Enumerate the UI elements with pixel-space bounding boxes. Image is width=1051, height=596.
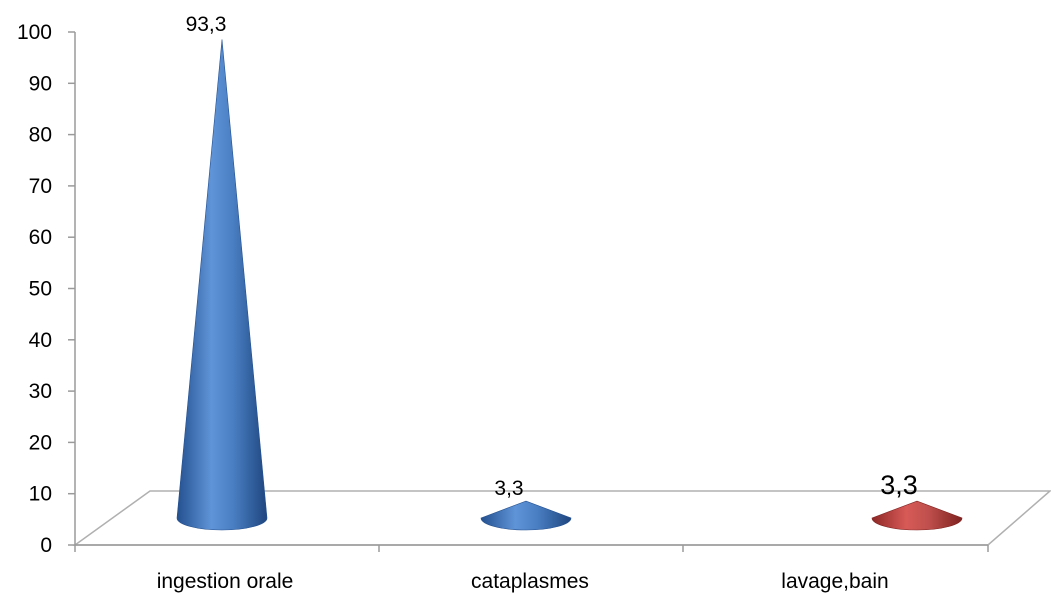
- cone-body: [871, 500, 963, 531]
- cone-body: [176, 39, 268, 531]
- data-label: 3,3: [880, 470, 918, 500]
- data-label: 93,3: [186, 13, 227, 36]
- cone-bar: [176, 39, 268, 531]
- cone-bar: [871, 500, 963, 531]
- category-label: ingestion orale: [157, 570, 294, 593]
- y-tick-label: 50: [29, 278, 52, 301]
- y-tick-label: 0: [40, 534, 52, 557]
- y-tick-label: 40: [29, 329, 52, 352]
- y-ticks: 0 10 20 30 40 50 60 70 80 90 100: [17, 21, 75, 557]
- y-tick-label: 30: [29, 380, 52, 403]
- cone-body: [480, 500, 572, 531]
- cone-bar: [480, 500, 572, 531]
- y-tick-label: 80: [29, 124, 52, 147]
- y-axis: 0 10 20 30 40 50 60 70 80 90 100: [17, 21, 76, 557]
- data-labels: 93,3 3,3 3,3: [186, 13, 918, 500]
- y-tick-label: 100: [17, 21, 52, 44]
- y-tick-label: 70: [29, 175, 52, 198]
- cone-marks: [176, 39, 963, 531]
- x-axis: ingestion orale cataplasmes lavage,bain: [74, 544, 989, 593]
- category-label: cataplasmes: [471, 570, 589, 593]
- category-label: lavage,bain: [781, 570, 888, 593]
- data-label: 3,3: [494, 477, 523, 500]
- y-tick-label: 10: [29, 483, 52, 506]
- y-tick-label: 20: [29, 431, 52, 454]
- y-tick-label: 60: [29, 226, 52, 249]
- y-tick-label: 90: [29, 72, 52, 95]
